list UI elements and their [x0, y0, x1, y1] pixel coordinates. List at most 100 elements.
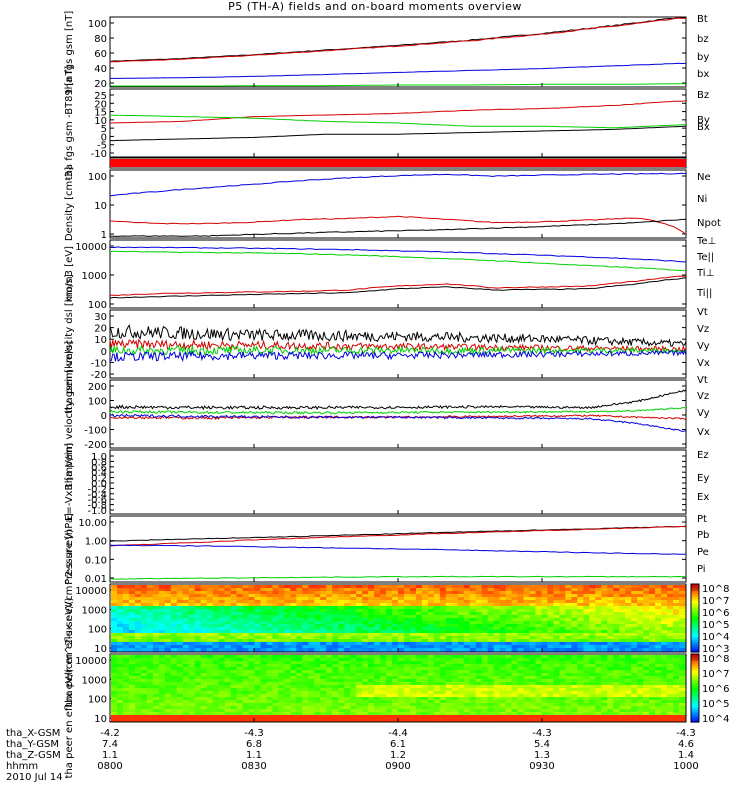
spectrogram-cell	[374, 688, 381, 692]
spectrogram-cell	[631, 591, 638, 595]
spectrogram-cell	[320, 685, 327, 689]
spectrogram-cell	[655, 618, 662, 622]
spectrogram-cell	[284, 591, 291, 595]
spectrogram-cell	[553, 594, 561, 598]
spectrogram-cell	[511, 655, 519, 659]
spectrogram-cell	[140, 664, 148, 668]
spectrogram-cell	[212, 718, 220, 722]
spectrogram-cell	[242, 633, 250, 637]
spectrogram-cell	[667, 603, 674, 607]
spectrogram-cell	[248, 655, 256, 659]
spectrogram-cell	[254, 688, 262, 692]
spectrogram-cell	[589, 624, 596, 628]
spectrogram-cell	[284, 642, 291, 646]
spectrogram-cell	[421, 597, 429, 601]
spectrogram-cell	[529, 658, 537, 662]
spectrogram-cell	[643, 700, 650, 704]
spectrogram-cell	[547, 642, 555, 646]
spectrogram-cell	[116, 697, 124, 701]
spectrogram-cell	[415, 715, 423, 719]
x-axis-value: 0830	[241, 761, 266, 772]
spectrogram-cell	[487, 603, 495, 607]
spectrogram-cell	[517, 603, 525, 607]
y-tick-label: 0.6	[91, 463, 107, 474]
spectrogram-cell	[595, 661, 602, 665]
spectrogram-cell	[212, 706, 220, 710]
spectrogram-cell	[386, 624, 393, 628]
spectrogram-cell	[134, 648, 142, 652]
spectrogram-cell	[356, 609, 363, 613]
spectrogram-cell	[176, 712, 184, 716]
spectrogram-cell	[248, 630, 256, 634]
spectrogram-cell	[469, 642, 477, 646]
spectrogram-cell	[451, 606, 459, 610]
spectrogram-cell	[601, 630, 608, 634]
spectrogram-cell	[206, 600, 214, 604]
spectrogram-cell	[463, 645, 471, 649]
spectrogram-cell	[290, 697, 297, 701]
spectrogram-cell	[386, 594, 393, 598]
spectrogram-cell	[164, 588, 172, 592]
spectrogram-cell	[589, 603, 596, 607]
spectrogram-cell	[212, 661, 220, 665]
spectrogram-cell	[392, 664, 399, 668]
spectrogram-cell	[643, 591, 650, 595]
spectrogram-cell	[296, 591, 303, 595]
spectrogram-cell	[559, 679, 567, 683]
spectrogram-cell	[613, 603, 620, 607]
spectrogram-cell	[571, 688, 578, 692]
spectrogram-cell	[230, 606, 238, 610]
spectrogram-cell	[266, 718, 274, 722]
spectrogram-cell	[230, 679, 238, 683]
spectrogram-cell	[386, 673, 393, 677]
y-tick-label: 10000	[75, 586, 107, 597]
spectrogram-cell	[338, 618, 345, 622]
spectrogram-cell	[595, 682, 602, 686]
spectrogram-cell	[236, 639, 244, 643]
spectrogram-cell	[667, 630, 674, 634]
spectrogram-cell	[655, 591, 662, 595]
spectrogram-cell	[445, 585, 453, 589]
spectrogram-cell	[242, 606, 250, 610]
spectrogram-cell	[146, 670, 154, 674]
spectrogram-cell	[625, 648, 632, 652]
spectrogram-cell	[577, 621, 584, 625]
spectrogram-cell	[386, 612, 393, 616]
spectrogram-cell	[362, 709, 369, 713]
spectrogram-cell	[637, 685, 644, 689]
spectrogram-cell	[607, 630, 614, 634]
spectrogram-cell	[667, 648, 674, 652]
spectrogram-cell	[439, 585, 447, 589]
colorbar-cell	[691, 633, 699, 636]
spectrogram-cell	[260, 685, 268, 689]
spectrogram-cell	[457, 618, 465, 622]
spectrogram-cell	[481, 706, 489, 710]
spectrogram-cell	[493, 630, 501, 634]
spectrogram-cell	[308, 594, 315, 598]
spectrogram-cell	[332, 706, 339, 710]
spectrogram-cell	[577, 642, 584, 646]
spectrogram-cell	[409, 703, 417, 707]
series-line-te	[109, 275, 687, 297]
spectrogram-cell	[481, 636, 489, 640]
spectrogram-cell	[224, 691, 232, 695]
spectrogram-cell	[565, 591, 572, 595]
spectrogram-cell	[571, 612, 578, 616]
spectrogram-cell	[667, 609, 674, 613]
spectrogram-cell	[661, 661, 668, 665]
spectrogram-cell	[176, 673, 184, 677]
spectrogram-cell	[290, 624, 297, 628]
spectrogram-cell	[649, 712, 656, 716]
spectrogram-cell	[457, 700, 465, 704]
spectrogram-cell	[308, 624, 315, 628]
spectrogram-cell	[679, 603, 686, 607]
spectrogram-cell	[631, 664, 638, 668]
spectrogram-cell	[463, 609, 471, 613]
spectrogram-cell	[457, 667, 465, 671]
spectrogram-cell	[553, 706, 561, 710]
spectrogram-cell	[427, 618, 435, 622]
spectrogram-cell	[206, 591, 214, 595]
spectrogram-cell	[212, 709, 220, 713]
spectrogram-cell	[308, 682, 315, 686]
legend-label: Ey	[697, 473, 709, 484]
